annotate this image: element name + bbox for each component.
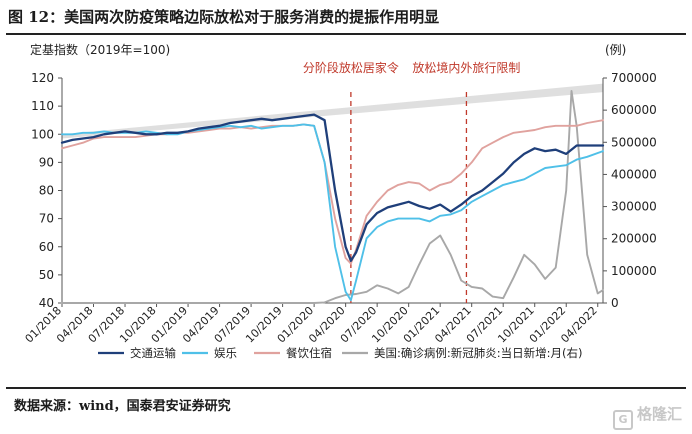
figure-title: 图 12：美国两次防疫策略边际放松对于服务消费的提振作用明显 (8, 8, 440, 26)
plot-area: 40 50 60 70 80 90 100 110 120 0 100000 200000 300000… (23, 60, 657, 345)
series-line (61, 123, 604, 302)
left-tick-label: 80 (39, 184, 54, 198)
source-note: 数据来源：wind，国泰君安证券研究 (14, 399, 231, 414)
right-tick-label: 200000 (611, 232, 657, 246)
right-tick-label: 700000 (611, 71, 657, 85)
legend-label: 餐饮住宿 (286, 346, 332, 360)
bottom-rule (6, 387, 686, 389)
right-tick-label: 300000 (611, 200, 657, 214)
trend-band (62, 83, 603, 139)
series-line (61, 89, 604, 304)
left-tick-label: 100 (31, 127, 54, 141)
right-tick-label: 600000 (611, 103, 657, 117)
right-axis-label: (例) (605, 43, 626, 57)
left-tick-label: 90 (39, 155, 54, 169)
left-tick-label: 120 (31, 71, 54, 85)
left-tick-label: 40 (39, 296, 54, 310)
legend-label: 娱乐 (214, 346, 237, 360)
chart: 定基指数（2019年=100) (例) 40 50 60 70 80 90 100 110 12… (23, 42, 657, 360)
watermark-logo-icon: G (612, 410, 633, 430)
annotation-label: 放松境内外旅行限制 (412, 60, 520, 75)
left-tick-label: 110 (31, 99, 54, 113)
left-tick-label: 50 (39, 268, 54, 282)
right-tick-label: 0 (611, 296, 619, 310)
left-axis-label: 定基指数（2019年=100) (30, 42, 170, 57)
series-line (61, 119, 604, 265)
legend-label: 美国:确诊病例:新冠肺炎:当日新增:月(右) (374, 346, 582, 360)
series-line (60, 113, 605, 262)
right-tick-label: 500000 (611, 135, 657, 149)
right-tick-label: 100000 (611, 264, 657, 278)
watermark-text: 格隆汇 (636, 405, 682, 423)
annotation-label: 分阶段放松居家令 (303, 60, 399, 75)
left-tick-label: 60 (39, 240, 54, 254)
left-tick-label: 70 (39, 212, 54, 226)
legend-label: 交通运输 (130, 346, 176, 360)
right-tick-label: 400000 (611, 167, 657, 181)
legend: 交通运输 娱乐 餐饮住宿 美国:确诊病例:新冠肺炎:当日新增:月(右) (98, 346, 582, 360)
watermark: G 格隆汇 (612, 403, 682, 430)
top-rule (6, 33, 686, 35)
